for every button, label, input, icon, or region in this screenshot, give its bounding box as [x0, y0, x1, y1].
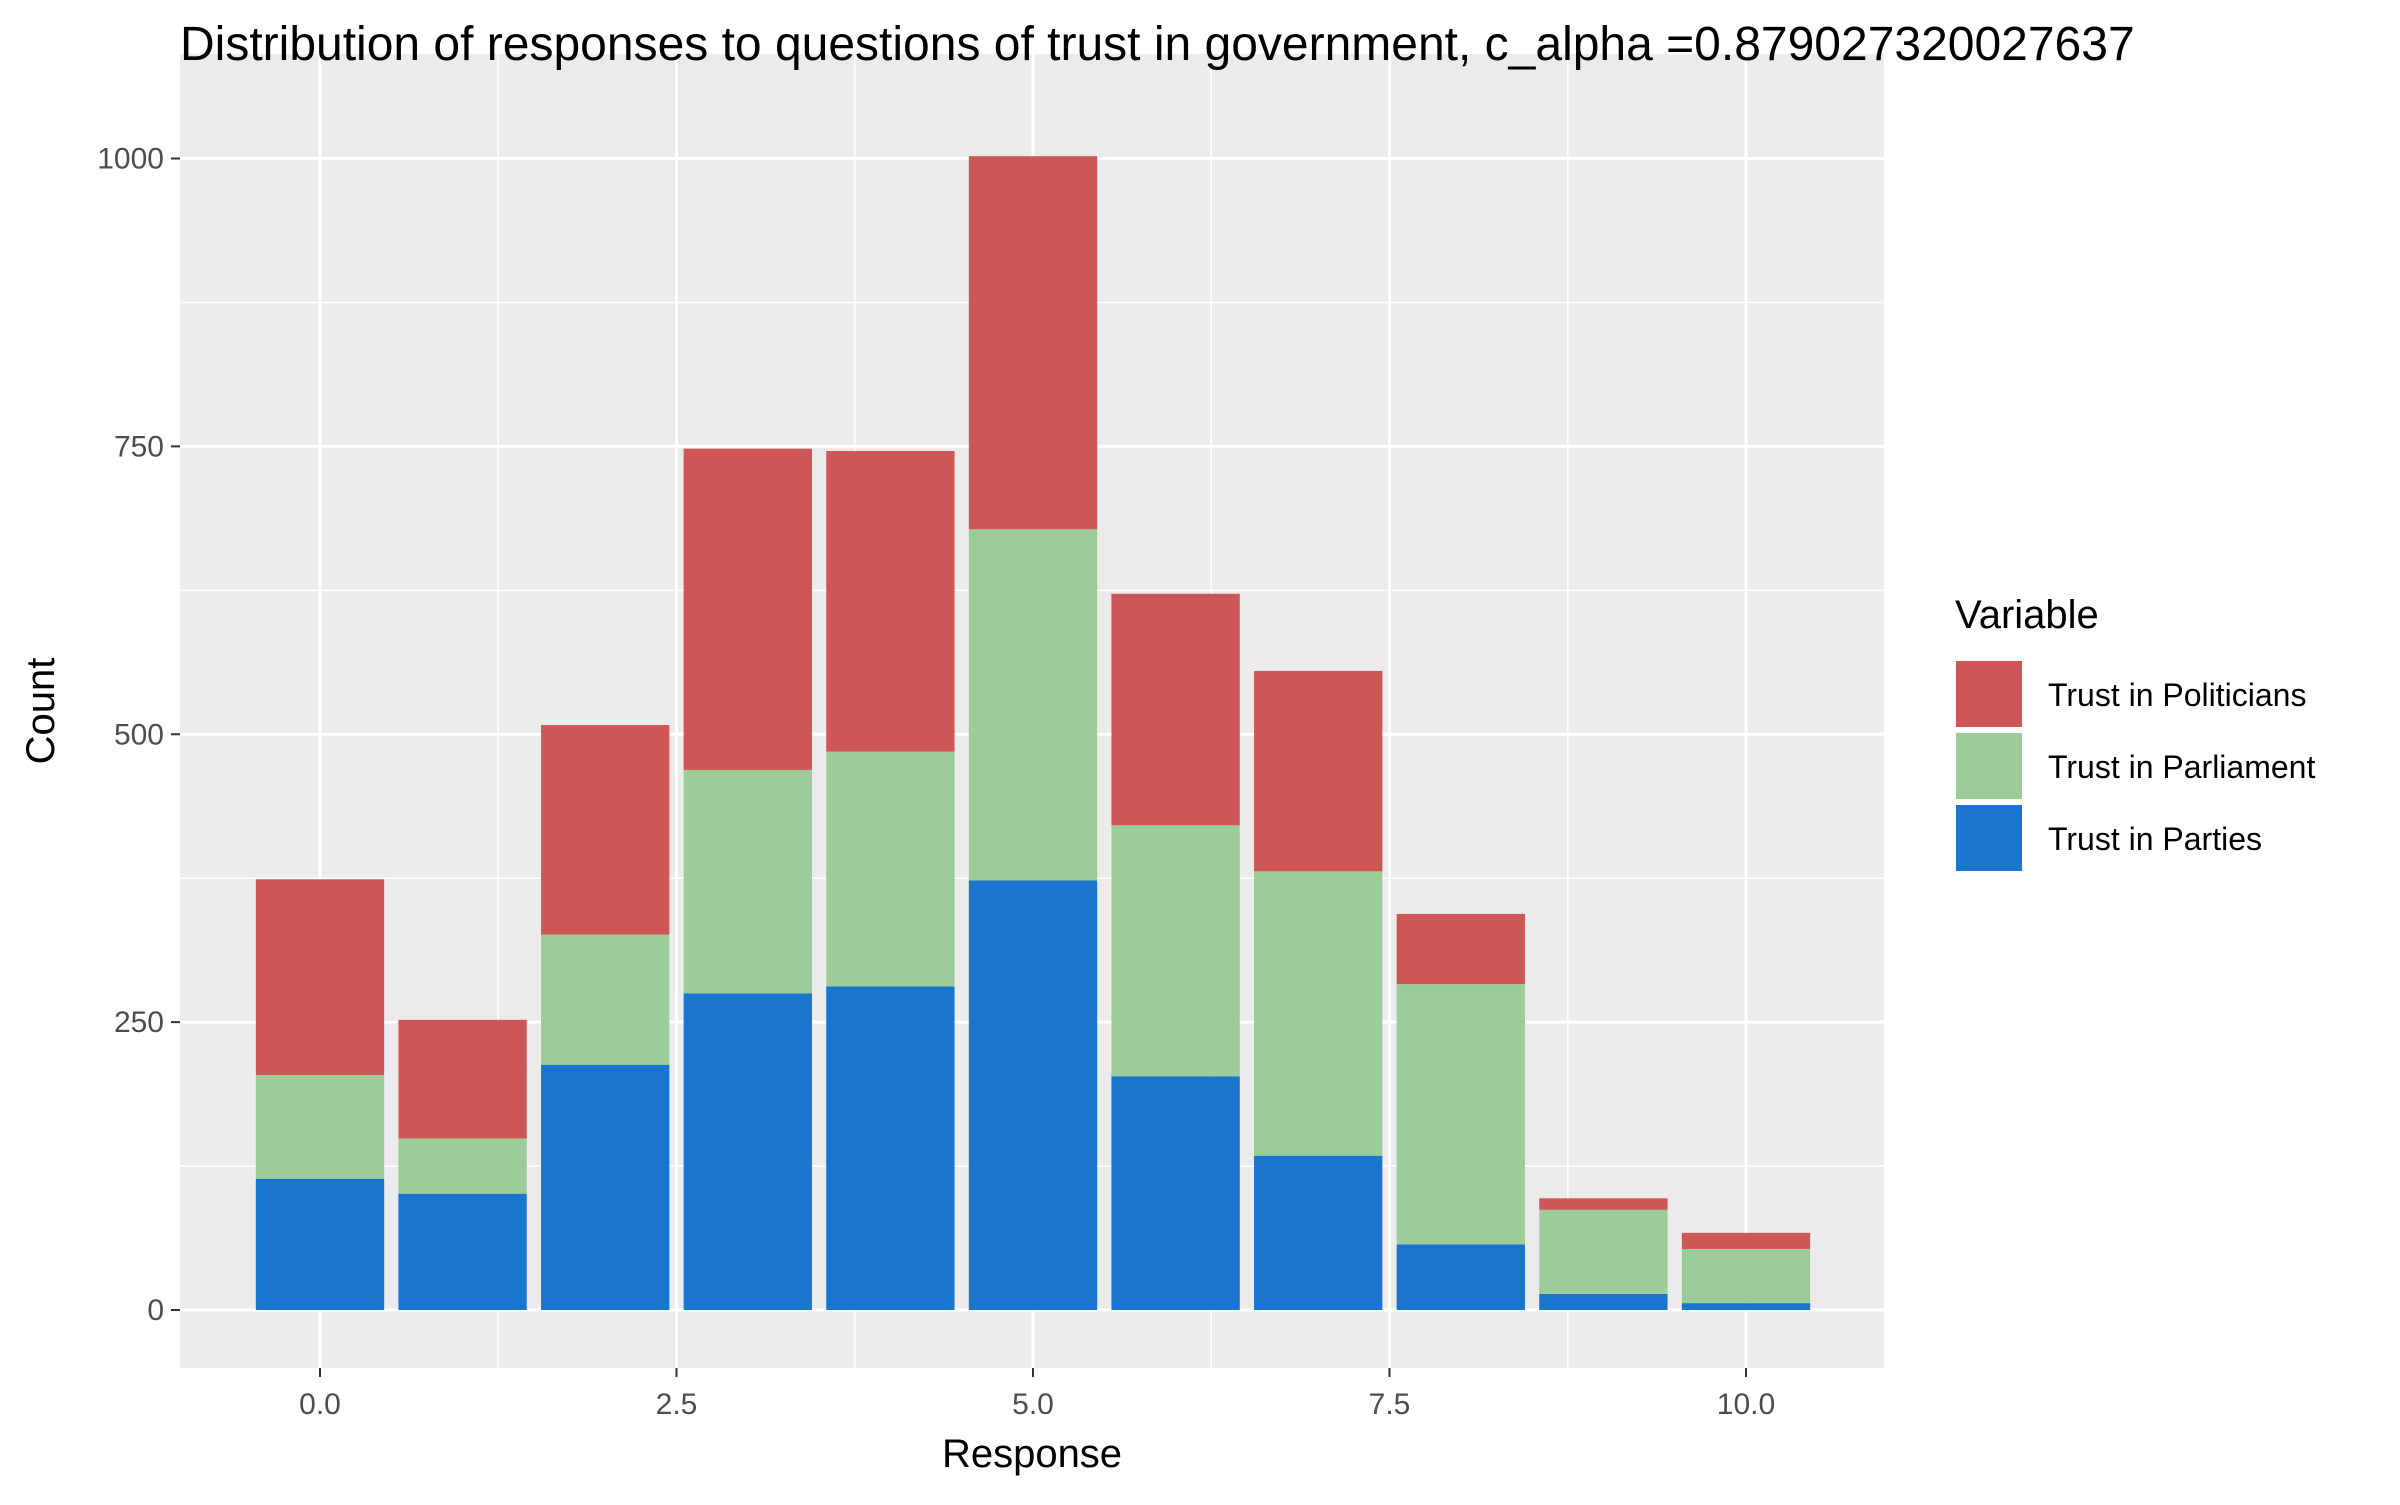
bar-trust-in-politicians-10[interactable] [1681, 1232, 1811, 1249]
bar-trust-in-parliament-7[interactable] [1254, 871, 1383, 1156]
bar-trust-in-parliament-4[interactable] [826, 751, 955, 987]
legend-title: Variable [1955, 593, 2099, 637]
y-tick-label: 1000 [97, 143, 164, 176]
legend-label-trust-in-parties: Trust in Parties [2048, 821, 2262, 857]
bar-trust-in-politicians-2[interactable] [541, 725, 670, 935]
bar-trust-in-parties-10[interactable] [1681, 1303, 1811, 1310]
bar-trust-in-parliament-2[interactable] [541, 934, 670, 1065]
x-tick-label: 0.0 [299, 1388, 341, 1421]
bar-trust-in-parliament-10[interactable] [1681, 1248, 1811, 1304]
bar-trust-in-politicians-9[interactable] [1539, 1198, 1668, 1210]
x-tick-label: 7.5 [1369, 1388, 1411, 1421]
legend-label-trust-in-parliament: Trust in Parliament [2048, 749, 2315, 785]
legend-key-trust-in-parliament [1954, 731, 2024, 801]
bar-trust-in-politicians-5[interactable] [968, 156, 1098, 530]
legend-key-trust-in-parties [1954, 803, 2024, 873]
bar-trust-in-parties-1[interactable] [398, 1193, 527, 1310]
bar-trust-in-parliament-9[interactable] [1539, 1209, 1668, 1294]
y-tick-label: 250 [114, 1006, 164, 1039]
x-tick-label: 5.0 [1012, 1388, 1054, 1421]
bar-trust-in-politicians-7[interactable] [1254, 670, 1383, 872]
bar-trust-in-parliament-1[interactable] [398, 1138, 527, 1194]
y-axis-label: Count [19, 658, 63, 765]
bar-trust-in-politicians-6[interactable] [1111, 593, 1240, 826]
legend-key-trust-in-politicians [1954, 659, 2024, 729]
bar-trust-in-parties-4[interactable] [826, 986, 955, 1310]
chart-title: Distribution of responses to questions o… [180, 18, 2135, 71]
bar-trust-in-politicians-1[interactable] [398, 1019, 527, 1139]
bar-trust-in-parliament-8[interactable] [1396, 984, 1525, 1245]
bar-trust-in-parties-8[interactable] [1396, 1244, 1525, 1310]
bar-trust-in-parties-5[interactable] [968, 880, 1098, 1310]
y-tick-label: 0 [147, 1294, 164, 1327]
bar-trust-in-parties-3[interactable] [683, 993, 812, 1310]
x-tick-label: 2.5 [656, 1388, 698, 1421]
x-axis-label: Response [942, 1432, 1122, 1476]
bar-trust-in-politicians-3[interactable] [683, 448, 812, 770]
bar-trust-in-parliament-3[interactable] [683, 769, 812, 994]
bar-trust-in-parties-9[interactable] [1539, 1293, 1668, 1310]
bar-trust-in-parties-0[interactable] [255, 1178, 385, 1310]
bar-trust-in-parties-7[interactable] [1254, 1155, 1383, 1310]
y-tick-label: 750 [114, 430, 164, 463]
bar-trust-in-parties-2[interactable] [541, 1064, 670, 1310]
bar-trust-in-parliament-6[interactable] [1111, 825, 1240, 1077]
bar-trust-in-parties-6[interactable] [1111, 1076, 1240, 1310]
bar-trust-in-politicians-8[interactable] [1396, 913, 1525, 985]
x-tick-label: 10.0 [1717, 1388, 1775, 1421]
bar-trust-in-parliament-5[interactable] [968, 529, 1098, 881]
bar-trust-in-parliament-0[interactable] [255, 1075, 385, 1179]
y-tick-label: 500 [114, 718, 164, 751]
bar-trust-in-politicians-4[interactable] [826, 450, 955, 752]
bar-trust-in-politicians-0[interactable] [255, 879, 385, 1076]
legend-label-trust-in-politicians: Trust in Politicians [2048, 677, 2306, 713]
